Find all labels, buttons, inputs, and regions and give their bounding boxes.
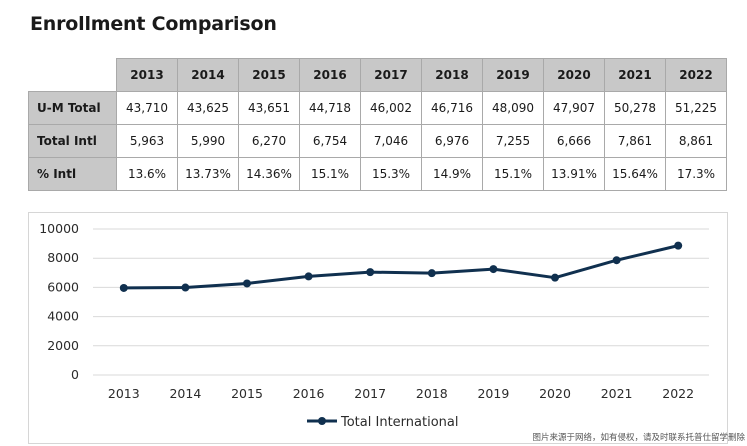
enrollment-table: 2013 2014 2015 2016 2017 2018 2019 2020 … (28, 58, 727, 191)
series-line (123, 244, 679, 290)
table-row: U-M Total 43,710 43,625 43,651 44,718 46… (28, 91, 727, 125)
table-cell: 15.64% (604, 157, 666, 191)
table-cell: 50,278 (604, 91, 666, 125)
table-cell: 8,861 (665, 124, 727, 158)
year-header: 2015 (238, 58, 300, 92)
table-cell: 13.6% (116, 157, 178, 191)
y-tick-label: 4000 (47, 309, 79, 324)
table-cell: 43,625 (177, 91, 239, 125)
line-chart-panel: 0 2000 4000 6000 8000 10000 2013 2014 2015 2016 20… (28, 212, 728, 444)
year-header: 2014 (177, 58, 239, 92)
table-cell: 6,976 (421, 124, 483, 158)
page-title: Enrollment Comparison (30, 13, 277, 35)
row-label: Total Intl (28, 124, 117, 158)
table-cell: 46,716 (421, 91, 483, 125)
table-cell: 51,225 (665, 91, 727, 125)
row-label: % Intl (28, 157, 117, 191)
table-cell: 7,861 (604, 124, 666, 158)
table-row: % Intl 13.6% 13.73% 14.36% 15.1% 15.3% 1… (28, 157, 727, 191)
y-tick-label: 0 (71, 367, 79, 382)
year-header: 2013 (116, 58, 178, 92)
x-tick-label: 2013 (108, 386, 140, 401)
y-tick-label: 2000 (47, 338, 79, 353)
table-corner (28, 58, 117, 92)
x-tick-label: 2022 (662, 386, 694, 401)
table-cell: 15.3% (360, 157, 422, 191)
y-tick-label: 10000 (39, 221, 79, 236)
data-point (119, 283, 128, 292)
table-row: Total Intl 5,963 5,990 6,270 6,754 7,046… (28, 124, 727, 158)
y-tick-label: 6000 (47, 279, 79, 294)
x-tick-label: 2014 (169, 386, 201, 401)
table-header-row: 2013 2014 2015 2016 2017 2018 2019 2020 … (28, 58, 727, 92)
data-point (181, 283, 190, 292)
x-tick-label: 2018 (416, 386, 448, 401)
data-point (304, 272, 313, 281)
table-cell: 7,046 (360, 124, 422, 158)
legend-label: Total International (340, 415, 458, 430)
legend-marker (318, 417, 326, 425)
data-point (427, 269, 436, 278)
x-tick-label: 2021 (601, 386, 633, 401)
year-header: 2021 (604, 58, 666, 92)
year-header: 2016 (299, 58, 361, 92)
table-cell: 17.3% (665, 157, 727, 191)
data-point (674, 241, 683, 250)
table-cell: 6,666 (543, 124, 605, 158)
table-cell: 13.73% (177, 157, 239, 191)
table-cell: 46,002 (360, 91, 422, 125)
table-cell: 43,651 (238, 91, 300, 125)
year-header: 2017 (360, 58, 422, 92)
table-cell: 6,754 (299, 124, 361, 158)
table-cell: 7,255 (482, 124, 544, 158)
year-header: 2018 (421, 58, 483, 92)
x-tick-label: 2016 (293, 386, 325, 401)
data-point (612, 256, 621, 265)
table-cell: 5,990 (177, 124, 239, 158)
year-header: 2019 (482, 58, 544, 92)
watermark: 图片来源于网络，如有侵权，请及时联系托普仕留学删除 (532, 433, 745, 443)
year-header: 2022 (665, 58, 727, 92)
table-cell: 6,270 (238, 124, 300, 158)
line-chart: 0 2000 4000 6000 8000 10000 2013 2014 2015 2016 20… (39, 221, 709, 430)
table-cell: 14.9% (421, 157, 483, 191)
x-tick-label: 2020 (539, 386, 571, 401)
table-cell: 44,718 (299, 91, 361, 125)
year-header: 2020 (543, 58, 605, 92)
y-tick-label: 8000 (47, 250, 79, 265)
table-cell: 43,710 (116, 91, 178, 125)
data-point (551, 273, 559, 282)
table-cell: 15.1% (482, 157, 544, 191)
table-cell: 48,090 (482, 91, 544, 125)
table-cell: 14.36% (238, 157, 300, 191)
x-tick-label: 2017 (354, 386, 386, 401)
data-point (243, 279, 251, 288)
data-point (366, 268, 375, 277)
table-cell: 5,963 (116, 124, 178, 158)
x-tick-label: 2019 (477, 386, 509, 401)
table-cell: 15.1% (299, 157, 361, 191)
table-cell: 47,907 (543, 91, 605, 125)
row-label: U-M Total (28, 91, 117, 125)
data-point (489, 265, 498, 274)
table-cell: 13.91% (543, 157, 605, 191)
x-tick-label: 2015 (231, 386, 263, 401)
